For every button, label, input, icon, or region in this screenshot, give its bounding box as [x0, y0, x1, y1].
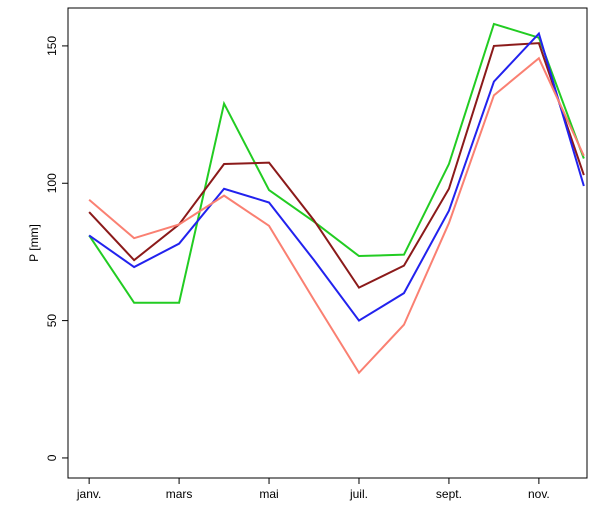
series-line: [88, 31, 585, 322]
x-tick-label: juil.: [349, 487, 368, 501]
x-tick-label: nov.: [528, 487, 550, 501]
y-axis-label: P [mm]: [27, 224, 41, 262]
x-tick-label: mai: [259, 487, 278, 501]
y-tick-label: 50: [45, 314, 59, 328]
series-line: [88, 42, 585, 289]
x-tick-label: sept.: [436, 487, 462, 501]
series-line: [88, 22, 585, 304]
x-tick-label: janv.: [76, 487, 101, 501]
y-tick-label: 100: [45, 173, 59, 193]
x-tick-label: mars: [166, 487, 193, 501]
plot-frame: [67, 7, 588, 479]
y-tick-label: 0: [45, 454, 59, 461]
series-line: [88, 56, 585, 375]
y-tick-label: 150: [45, 36, 59, 56]
